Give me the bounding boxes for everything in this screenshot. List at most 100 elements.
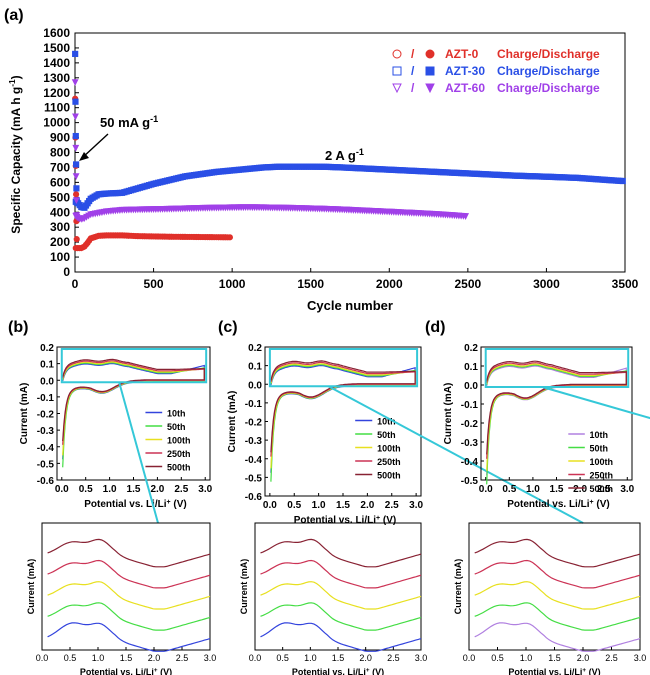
inset-x-tick-label: 3.0 bbox=[415, 653, 428, 663]
cv-x-tick-label: 2.5 bbox=[385, 500, 399, 511]
cv-y-tick-label: -0.1 bbox=[461, 400, 479, 411]
cv-x-tick-label: 1.5 bbox=[336, 500, 350, 511]
inset-curve-100th bbox=[47, 581, 211, 610]
inset-curve-100th bbox=[474, 581, 641, 610]
inset-curve-500th bbox=[474, 538, 641, 568]
cv-legend-label: 100th bbox=[590, 457, 614, 467]
x-axis-label: Cycle number bbox=[307, 298, 393, 313]
inset-x-axis-label: Potential vs. Li/Li+ (V) bbox=[508, 667, 600, 675]
cv-y-tick-label: -0.5 bbox=[37, 459, 55, 470]
inset-x-tick-label: 0.5 bbox=[491, 653, 504, 663]
cv-curve-500th bbox=[62, 358, 205, 442]
annotation-50-mA: 50 mA g-1 bbox=[100, 114, 158, 130]
cv-legend-label: 100th bbox=[377, 444, 401, 454]
cv-legend-label: 50th bbox=[377, 430, 396, 440]
cv-y-tick-label: -0.3 bbox=[37, 426, 55, 437]
cv-x-tick-label: 1.0 bbox=[312, 500, 326, 511]
initial-cycle-point-azt-60 bbox=[71, 79, 79, 87]
inset-x-tick-label: 0.5 bbox=[276, 653, 289, 663]
x-tick-label: 500 bbox=[144, 277, 164, 291]
cv-y-tick-label: -0.3 bbox=[245, 436, 263, 447]
cv-y-tick-label: -0.2 bbox=[461, 419, 479, 430]
inset-x-tick-label: 0.0 bbox=[249, 653, 262, 663]
x-tick-label: 1000 bbox=[219, 277, 246, 291]
inset-x-axis-label: Potential vs. Li/Li+ (V) bbox=[80, 667, 172, 675]
inset-x-tick-label: 1.5 bbox=[548, 653, 561, 663]
legend-series-name: AZT-60 bbox=[445, 81, 485, 95]
panel-c-cv-chart: 0.0 0.5 1.0 1.5 2.0 2.5 3.0 0.2 0.1 0.0 -0.1 -0.2 -0… bbox=[227, 343, 584, 675]
zoom-connector-line bbox=[542, 386, 650, 420]
legend-slash: / bbox=[411, 47, 415, 61]
initial-cycle-point-azt-30 bbox=[72, 98, 79, 105]
inset-x-tick-label: 1.0 bbox=[520, 653, 533, 663]
cv-x-tick-label: 2.5 bbox=[174, 484, 188, 495]
cv-y-tick-label: 0.2 bbox=[248, 343, 262, 354]
cv-y-tick-label: -0.1 bbox=[37, 393, 55, 404]
cv-x-tick-label: 3.0 bbox=[620, 484, 634, 495]
inset-curve-10th bbox=[474, 622, 641, 652]
inset-y-axis-label: Current (mA) bbox=[26, 559, 36, 615]
y-axis-label: Specific Capacity (mA h g-1) bbox=[7, 75, 23, 233]
inset-curve-50th bbox=[260, 602, 422, 631]
cv-y-tick-label: 0.1 bbox=[464, 362, 478, 373]
cv-x-tick-label: 1.5 bbox=[550, 484, 564, 495]
zoom-highlight-box bbox=[60, 348, 208, 384]
cv-y-tick-label: -0.1 bbox=[245, 399, 263, 410]
series-point-azt-30 bbox=[619, 177, 626, 185]
cv-y-axis-label: Current (mA) bbox=[227, 391, 238, 453]
cv-x-tick-label: 1.0 bbox=[526, 484, 540, 495]
inset-frame bbox=[41, 522, 211, 651]
inset-curve-250th bbox=[260, 559, 422, 589]
zoom-highlight-box bbox=[484, 348, 630, 388]
cv-curve-250th bbox=[270, 361, 416, 457]
y-tick-label: 1300 bbox=[43, 71, 70, 85]
legend-slash: / bbox=[411, 81, 415, 95]
inset-y-axis-label: Current (mA) bbox=[239, 559, 249, 615]
cv-x-axis-label: Potential vs. Li/Li+ (V) bbox=[294, 515, 396, 527]
initial-cycle-point-azt-0 bbox=[73, 236, 80, 243]
y-tick-label: 300 bbox=[50, 220, 70, 234]
cv-y-tick-label: 0.0 bbox=[248, 380, 262, 391]
legend-open-marker-azt-30 bbox=[392, 66, 402, 76]
legend-filled-marker-azt-0 bbox=[425, 49, 435, 59]
y-tick-label: 100 bbox=[50, 250, 70, 264]
cv-curve-500th bbox=[270, 360, 416, 453]
cv-legend-label: 10th bbox=[377, 417, 396, 427]
cv-legend-label: 500th bbox=[377, 471, 401, 481]
cv-x-tick-label: 0.0 bbox=[479, 484, 493, 495]
cv-y-axis-label: Current (mA) bbox=[19, 383, 30, 445]
cv-y-tick-label: -0.3 bbox=[461, 438, 479, 449]
legend-slash: / bbox=[411, 64, 415, 78]
x-tick-label: 3000 bbox=[533, 277, 560, 291]
initial-cycle-point-azt-30 bbox=[72, 132, 79, 140]
x-tick-label: 2500 bbox=[455, 277, 482, 291]
legend-series-label: Charge/Discharge bbox=[497, 47, 600, 61]
cv-x-tick-label: 2.5 bbox=[597, 484, 611, 495]
initial-cycle-point-azt-60 bbox=[73, 197, 80, 205]
initial-cycle-point-azt-60 bbox=[72, 113, 79, 121]
cv-legend-label: 500th bbox=[167, 463, 191, 473]
panel-label-b: (b) bbox=[8, 319, 28, 336]
cv-x-axis-label: Potential vs. Li/Li+ (V) bbox=[84, 499, 186, 511]
legend-open-marker-azt-0 bbox=[392, 49, 402, 59]
cv-y-axis-label: Current (mA) bbox=[443, 383, 454, 445]
panel-label-d: (d) bbox=[425, 319, 445, 336]
cv-x-tick-label: 0.0 bbox=[263, 500, 277, 511]
inset-x-axis-label: Potential vs. Li/Li+ (V) bbox=[292, 667, 384, 675]
inset-curve-250th bbox=[474, 559, 641, 589]
cv-y-tick-label: 0.0 bbox=[464, 381, 478, 392]
cv-y-tick-label: -0.4 bbox=[245, 455, 263, 466]
inset-curve-100th bbox=[260, 581, 422, 610]
x-tick-label: 3500 bbox=[612, 277, 639, 291]
initial-cycle-point-azt-30 bbox=[73, 161, 80, 168]
panel-b-cv-chart: 0.0 0.5 1.0 1.5 2.0 2.5 3.0 0.2 0.1 0.0 -0.1 -0.2 -0… bbox=[19, 343, 216, 675]
cv-legend-label: 250th bbox=[167, 449, 191, 459]
cv-y-tick-label: -0.6 bbox=[245, 492, 263, 503]
cv-legend-label: 10th bbox=[590, 430, 609, 440]
y-tick-label: 1400 bbox=[43, 56, 70, 70]
inset-curve-10th bbox=[260, 622, 422, 652]
cv-y-tick-label: -0.4 bbox=[37, 443, 55, 454]
inset-x-tick-label: 0.0 bbox=[36, 653, 49, 663]
x-tick-label: 0 bbox=[72, 277, 79, 291]
